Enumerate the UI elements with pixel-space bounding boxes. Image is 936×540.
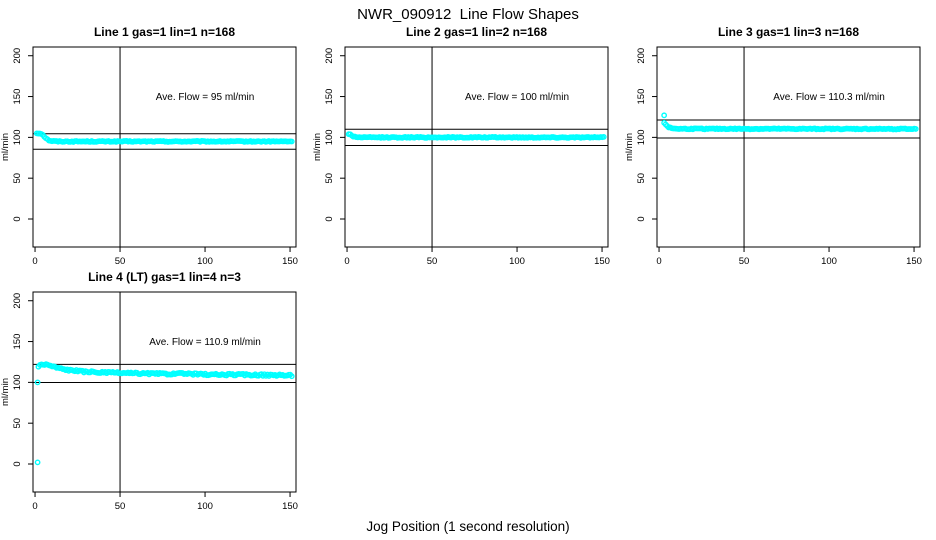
y-tick-label: 100: [12, 374, 23, 390]
panel-title: Line 3 gas=1 lin=3 n=168: [718, 25, 859, 39]
panel-title: Line 4 (LT) gas=1 lin=4 n=3: [88, 270, 241, 284]
y-tick-label: 50: [324, 173, 335, 184]
data-points: [345, 131, 607, 141]
panel-line3-plot: Line 3 gas=1 lin=3 n=168 0 50 100 150 200 0 50 1…: [624, 25, 922, 267]
y-tick-label: 100: [12, 129, 23, 145]
x-tick-label: 50: [115, 256, 126, 267]
x-axis-label: Jog Position (1 second resolution): [366, 519, 570, 534]
ave-flow-annotation: Ave. Flow = 100 ml/min: [465, 92, 569, 103]
x-tick-label: 50: [739, 256, 750, 267]
ave-flow-annotation: Ave. Flow = 110.3 ml/min: [773, 92, 885, 103]
y-tick-label: 50: [636, 173, 647, 184]
panel-title: Line 2 gas=1 lin=2 n=168: [406, 25, 547, 39]
x-tick-label: 150: [594, 256, 610, 267]
x-tick-label: 150: [906, 256, 922, 267]
y-tick-label: 0: [12, 216, 23, 221]
panel-line2-plot: Line 2 gas=1 lin=2 n=168 0 50 100 150 200 0 50 1…: [312, 25, 610, 267]
x-tick-label: 150: [282, 256, 298, 267]
ave-flow-annotation: Ave. Flow = 95 ml/min: [156, 92, 254, 103]
y-tick-label: 0: [324, 216, 335, 221]
axes-layer: [340, 46, 609, 252]
y-tick-label: 0: [12, 461, 23, 466]
y-tick-label: 150: [12, 334, 23, 350]
outlier-point: [34, 459, 41, 466]
main-title: NWR_090912 Line Flow Shapes: [357, 6, 579, 23]
outlier-point: [661, 112, 668, 119]
y-tick-label: 200: [12, 48, 23, 64]
panel-line4: Line 4 (LT) gas=1 lin=4 n=3 0 50 100 150 200 0…: [0, 269, 312, 514]
x-tick-label: 50: [115, 501, 126, 512]
data-points: [34, 361, 295, 466]
y-tick-label: 200: [324, 48, 335, 64]
panel-title: Line 1 gas=1 lin=1 n=168: [94, 25, 235, 39]
data-points: [661, 112, 919, 133]
y-tick-label: 150: [12, 89, 23, 105]
axes-layer: [652, 46, 921, 252]
ave-flow-annotation: Ave. Flow = 110.9 ml/min: [149, 337, 261, 348]
outlier-point: [34, 379, 41, 386]
panel-line3: Line 3 gas=1 lin=3 n=168 0 50 100 150 200 0 50 1…: [624, 24, 936, 269]
panel-line1-plot: Line 1 gas=1 lin=1 n=168 0 50 100 150 200 0 50 1…: [0, 25, 298, 267]
panel-line1: Line 1 gas=1 lin=1 n=168 0 50 100 150 200 0 50 1…: [0, 24, 312, 269]
x-tick-label: 100: [821, 256, 837, 267]
y-tick-label: 0: [636, 216, 647, 221]
x-tick-label: 100: [509, 256, 525, 267]
x-tick-label: 0: [344, 256, 349, 267]
x-tick-label: 0: [32, 256, 37, 267]
y-tick-label: 100: [636, 129, 647, 145]
x-tick-label: 0: [656, 256, 661, 267]
x-tick-label: 100: [197, 256, 213, 267]
y-tick-label: 50: [12, 418, 23, 429]
data-points: [33, 130, 295, 145]
panel-line2: Line 2 gas=1 lin=2 n=168 0 50 100 150 200 0 50 1…: [312, 24, 624, 269]
x-tick-label: 100: [197, 501, 213, 512]
y-axis-title: ml/min: [312, 133, 323, 161]
y-tick-label: 200: [12, 293, 23, 309]
panel-grid: Line 1 gas=1 lin=1 n=168 0 50 100 150 200 0 50 1…: [0, 24, 936, 514]
x-tick-label: 150: [282, 501, 298, 512]
axes-layer: [28, 291, 297, 497]
x-tick-label: 50: [427, 256, 438, 267]
y-axis-title: ml/min: [0, 133, 11, 161]
x-tick-label: 0: [32, 501, 37, 512]
panel-line4-plot: Line 4 (LT) gas=1 lin=4 n=3 0 50 100 150 200 0…: [0, 270, 298, 512]
y-tick-label: 150: [324, 89, 335, 105]
y-tick-label: 100: [324, 129, 335, 145]
y-tick-label: 200: [636, 48, 647, 64]
empty-cell: [624, 269, 936, 514]
y-axis-title: ml/min: [0, 378, 11, 406]
y-tick-label: 150: [636, 89, 647, 105]
y-axis-title: ml/min: [624, 133, 635, 161]
axes-layer: [28, 46, 297, 252]
y-tick-label: 50: [12, 173, 23, 184]
empty-cell: [312, 269, 624, 514]
